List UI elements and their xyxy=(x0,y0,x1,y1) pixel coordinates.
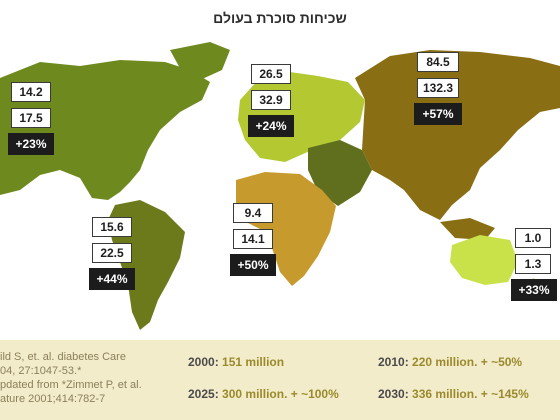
europe-2030-value: 32.9 xyxy=(251,90,291,110)
oceania-region xyxy=(450,235,518,285)
europe-change-badge: +24% xyxy=(248,115,294,137)
stat-2030: 2030: 336 million. + ~145% xyxy=(378,387,529,401)
africa-2030-value: 14.1 xyxy=(233,229,273,249)
stat-value: 151 million xyxy=(222,355,285,369)
oceania-2030-value: 1.3 xyxy=(515,254,551,274)
stat-year: 2010: xyxy=(378,355,409,369)
north-america-2030-value: 17.5 xyxy=(11,108,51,128)
oceania-2000-value: 1.0 xyxy=(515,228,551,248)
stat-value: 220 million. + ~50% xyxy=(412,355,523,369)
stat-2010: 2010: 220 million. + ~50% xyxy=(378,355,522,369)
asia-2030-value: 132.3 xyxy=(417,78,459,98)
europe-2000-value: 26.5 xyxy=(251,64,291,84)
stat-2025: 2025: 300 million. + ~100% xyxy=(188,387,339,401)
north-america-2000-value: 14.2 xyxy=(11,82,51,102)
asia-region xyxy=(355,50,560,220)
greenland-region xyxy=(170,42,230,80)
stat-2000: 2000: 151 million xyxy=(188,355,284,369)
oceania-change-badge: +33% xyxy=(511,279,557,301)
middle-east-region xyxy=(308,140,372,206)
asia-2000-value: 84.5 xyxy=(417,52,459,72)
southeast-asia-islands xyxy=(440,218,495,240)
map-title: שכיחות סוכרת בעולם xyxy=(213,10,347,26)
north-america-change-badge: +23% xyxy=(8,133,54,155)
south-america-change-badge: +44% xyxy=(89,268,135,290)
africa-region xyxy=(236,172,336,286)
source-citation: ild S, et. al. diabetes Care 04, 27:1047… xyxy=(0,351,142,405)
stat-year: 2030: xyxy=(378,387,409,401)
south-america-2030-value: 22.5 xyxy=(92,243,132,263)
africa-change-badge: +50% xyxy=(230,254,276,276)
south-america-2000-value: 15.6 xyxy=(92,217,132,237)
stat-year: 2025: xyxy=(188,387,219,401)
africa-2000-value: 9.4 xyxy=(233,203,273,223)
north-america-region xyxy=(0,60,210,200)
footer-panel xyxy=(0,340,560,420)
stat-value: 336 million. + ~145% xyxy=(412,387,529,401)
stat-value: 300 million. + ~100% xyxy=(222,387,339,401)
asia-change-badge: +57% xyxy=(414,103,462,125)
stat-year: 2000: xyxy=(188,355,219,369)
